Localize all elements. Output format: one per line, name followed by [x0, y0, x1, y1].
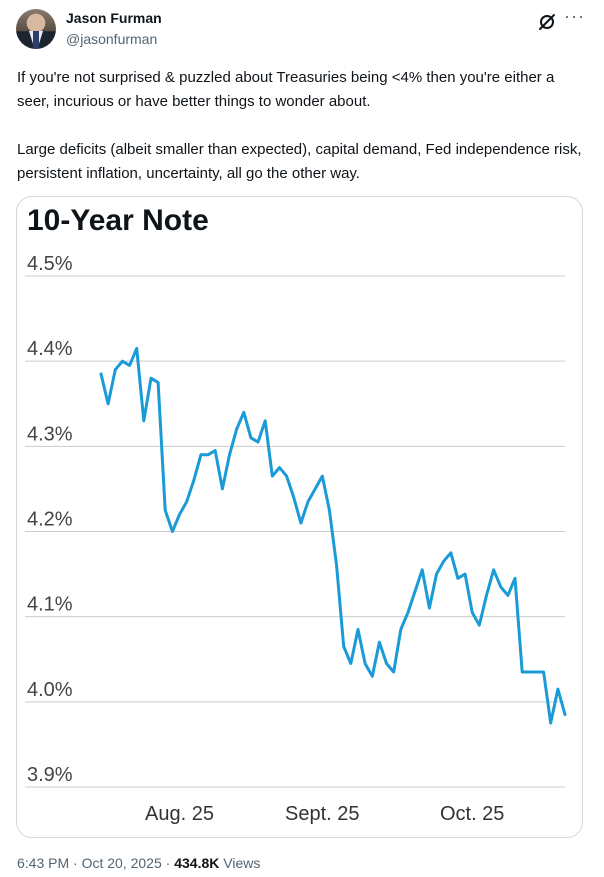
author-name[interactable]: Jason Furman: [66, 10, 162, 26]
series-line-10yr: [99, 346, 567, 725]
tweet-time[interactable]: 6:43 PM: [17, 855, 70, 871]
y-tick-label: 4.5%: [27, 253, 73, 275]
views-label: Views: [223, 855, 261, 871]
yield-chart: 10-Year Note 4.5% 4.4% 4.3% 4.2% 4.1% 4.0% 3.9%…: [25, 204, 567, 825]
y-tick-label: 4.3%: [27, 423, 73, 445]
tweet-meta: 6:43 PM · Oct 20, 2025 · 434.8K Views: [17, 855, 260, 871]
more-icon[interactable]: ···: [564, 6, 585, 26]
x-tick-label: Aug. 25: [145, 803, 214, 825]
grok-icon[interactable]: [537, 12, 557, 32]
avatar-tie: [33, 31, 39, 49]
tweet-date[interactable]: Oct 20, 2025: [81, 855, 162, 871]
views-count: 434.8K: [174, 855, 220, 871]
y-tick-label: 3.9%: [27, 764, 73, 786]
meta-separator: ·: [69, 855, 82, 871]
author-handle[interactable]: @jasonfurman: [66, 31, 158, 47]
y-tick-label: 4.0%: [27, 679, 73, 701]
meta-separator-2: ·: [161, 855, 175, 871]
tweet-paragraph-2: Large deficits (albeit smaller than expe…: [17, 141, 582, 182]
y-tick-label: 4.2%: [27, 509, 73, 531]
chart-title: 10-Year Note: [27, 204, 209, 237]
avatar[interactable]: [16, 9, 56, 49]
y-tick-label: 4.4%: [27, 338, 73, 360]
tweet-text: If you're not surprised & puzzled about …: [17, 66, 589, 186]
tweet-paragraph-1: If you're not surprised & puzzled about …: [17, 69, 555, 110]
x-tick-label: Oct. 25: [440, 803, 504, 825]
y-tick-label: 4.1%: [27, 594, 73, 616]
x-tick-label: Sept. 25: [285, 803, 360, 825]
chart-image[interactable]: 10-Year Note 4.5% 4.4% 4.3% 4.2% 4.1% 4.0% 3.9%…: [16, 196, 583, 838]
